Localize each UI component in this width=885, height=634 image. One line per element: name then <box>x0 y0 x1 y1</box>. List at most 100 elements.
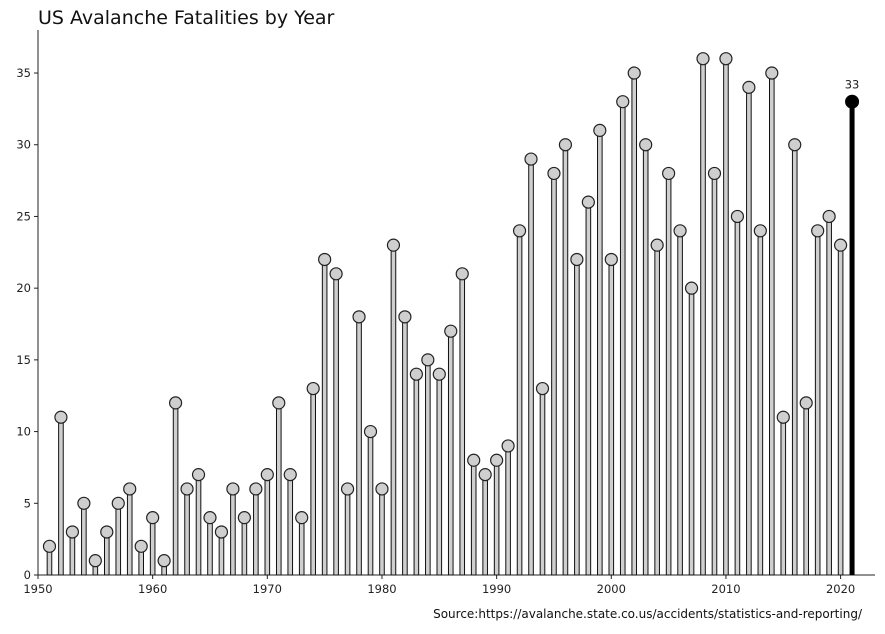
marker-1985 <box>432 367 446 381</box>
marker-1958 <box>123 482 137 496</box>
marker-1960 <box>146 511 160 525</box>
marker-1994 <box>535 381 550 396</box>
marker-1987 <box>455 267 469 281</box>
marker-1978 <box>352 310 366 324</box>
stem-1958 <box>126 488 133 576</box>
stem-2010 <box>723 58 729 576</box>
stem-2016 <box>791 144 798 576</box>
stem-1978 <box>356 316 362 576</box>
marker-1977 <box>340 482 355 496</box>
stem-1971 <box>275 402 282 576</box>
marker-1999 <box>593 123 607 137</box>
stem-1983 <box>413 373 420 576</box>
stem-1957 <box>115 502 122 576</box>
stem-1963 <box>184 488 190 576</box>
y-tick-label: 10 <box>16 425 31 439</box>
stem-2020 <box>837 244 844 576</box>
marker-1986 <box>444 324 458 338</box>
marker-2021 <box>845 94 860 109</box>
y-tick-label: 25 <box>16 209 31 223</box>
stem-1967 <box>230 488 236 576</box>
marker-1953 <box>65 525 79 539</box>
marker-2019 <box>822 209 836 224</box>
stem-2015 <box>780 416 787 576</box>
stem-1976 <box>333 273 339 576</box>
source-note: Source:https://avalanche.state.co.us/acc… <box>433 607 863 621</box>
stem-2007 <box>688 287 695 576</box>
stem-1962 <box>172 402 179 576</box>
y-tick-label: 30 <box>16 138 31 152</box>
marker-1974 <box>306 381 320 396</box>
stem-1991 <box>505 445 511 576</box>
marker-1980 <box>375 482 389 496</box>
marker-1996 <box>558 138 573 152</box>
marker-2007 <box>684 281 699 295</box>
marker-1957 <box>111 496 125 510</box>
chart-title: US Avalanche Fatalities by Year <box>38 7 335 29</box>
stem-1984 <box>425 359 431 576</box>
y-tick-label: 15 <box>16 353 31 367</box>
marker-1966 <box>214 525 229 539</box>
x-tick-label: 1980 <box>367 582 396 596</box>
marker-1989 <box>478 468 492 482</box>
marker-2005 <box>662 166 676 181</box>
stem-1994 <box>539 388 546 576</box>
marker-1993 <box>524 152 538 166</box>
marker-2014 <box>765 66 779 80</box>
stem-1970 <box>264 474 271 576</box>
marker-1997 <box>570 252 584 267</box>
stem-2003 <box>642 144 649 576</box>
highlight-label: 33 <box>845 78 860 92</box>
marker-2009 <box>707 166 722 181</box>
marker-1956 <box>100 525 114 539</box>
stem-2014 <box>769 72 775 576</box>
marker-2000 <box>604 252 618 267</box>
stem-1973 <box>298 517 305 576</box>
stem-1969 <box>253 488 259 576</box>
stem-1987 <box>459 273 466 576</box>
marker-1990 <box>490 453 504 467</box>
marker-1955 <box>88 554 102 568</box>
marker-1972 <box>283 468 297 482</box>
marker-1976 <box>329 267 343 281</box>
x-tick-label: 1960 <box>138 582 167 596</box>
stem-2017 <box>803 402 810 576</box>
stem-2006 <box>677 230 683 576</box>
marker-2012 <box>742 80 756 94</box>
stem-2004 <box>654 244 660 576</box>
stem-2018 <box>814 230 821 576</box>
stem-1952 <box>58 416 64 576</box>
stem-1996 <box>562 144 569 576</box>
marker-1998 <box>581 195 595 209</box>
marker-2006 <box>673 224 687 238</box>
stem-1992 <box>516 230 523 576</box>
stem-1998 <box>585 201 592 576</box>
marker-1967 <box>226 482 240 496</box>
axes: 0 5 10 15 20 25 30 35 1950 1960 1970 1980 1990 2000 20… <box>16 30 875 596</box>
x-tick-label: 2000 <box>597 582 626 596</box>
x-tick-label: 1970 <box>253 582 282 596</box>
stem-2000 <box>608 258 615 576</box>
marker-1973 <box>295 511 309 525</box>
marker-2008 <box>696 52 710 66</box>
marker-2015 <box>776 410 790 424</box>
marker-1971 <box>272 396 286 410</box>
marker-1959 <box>134 539 148 553</box>
stem-2008 <box>700 58 706 576</box>
x-tick-label: 1990 <box>482 582 511 596</box>
marker-2001 <box>616 95 630 109</box>
marker-1961 <box>157 554 171 568</box>
y-tick-label: 35 <box>16 66 31 80</box>
stem-1981 <box>390 244 397 576</box>
stem-1985 <box>436 373 443 576</box>
marker-2011 <box>730 209 745 224</box>
marker-1988 <box>467 453 481 467</box>
marker-1981 <box>386 238 401 252</box>
stem-2013 <box>757 230 764 576</box>
marker-1983 <box>409 367 423 381</box>
y-tick-label: 0 <box>24 568 31 582</box>
stem-2019 <box>826 215 832 576</box>
stem-1972 <box>287 474 294 576</box>
marker-1963 <box>180 482 194 496</box>
